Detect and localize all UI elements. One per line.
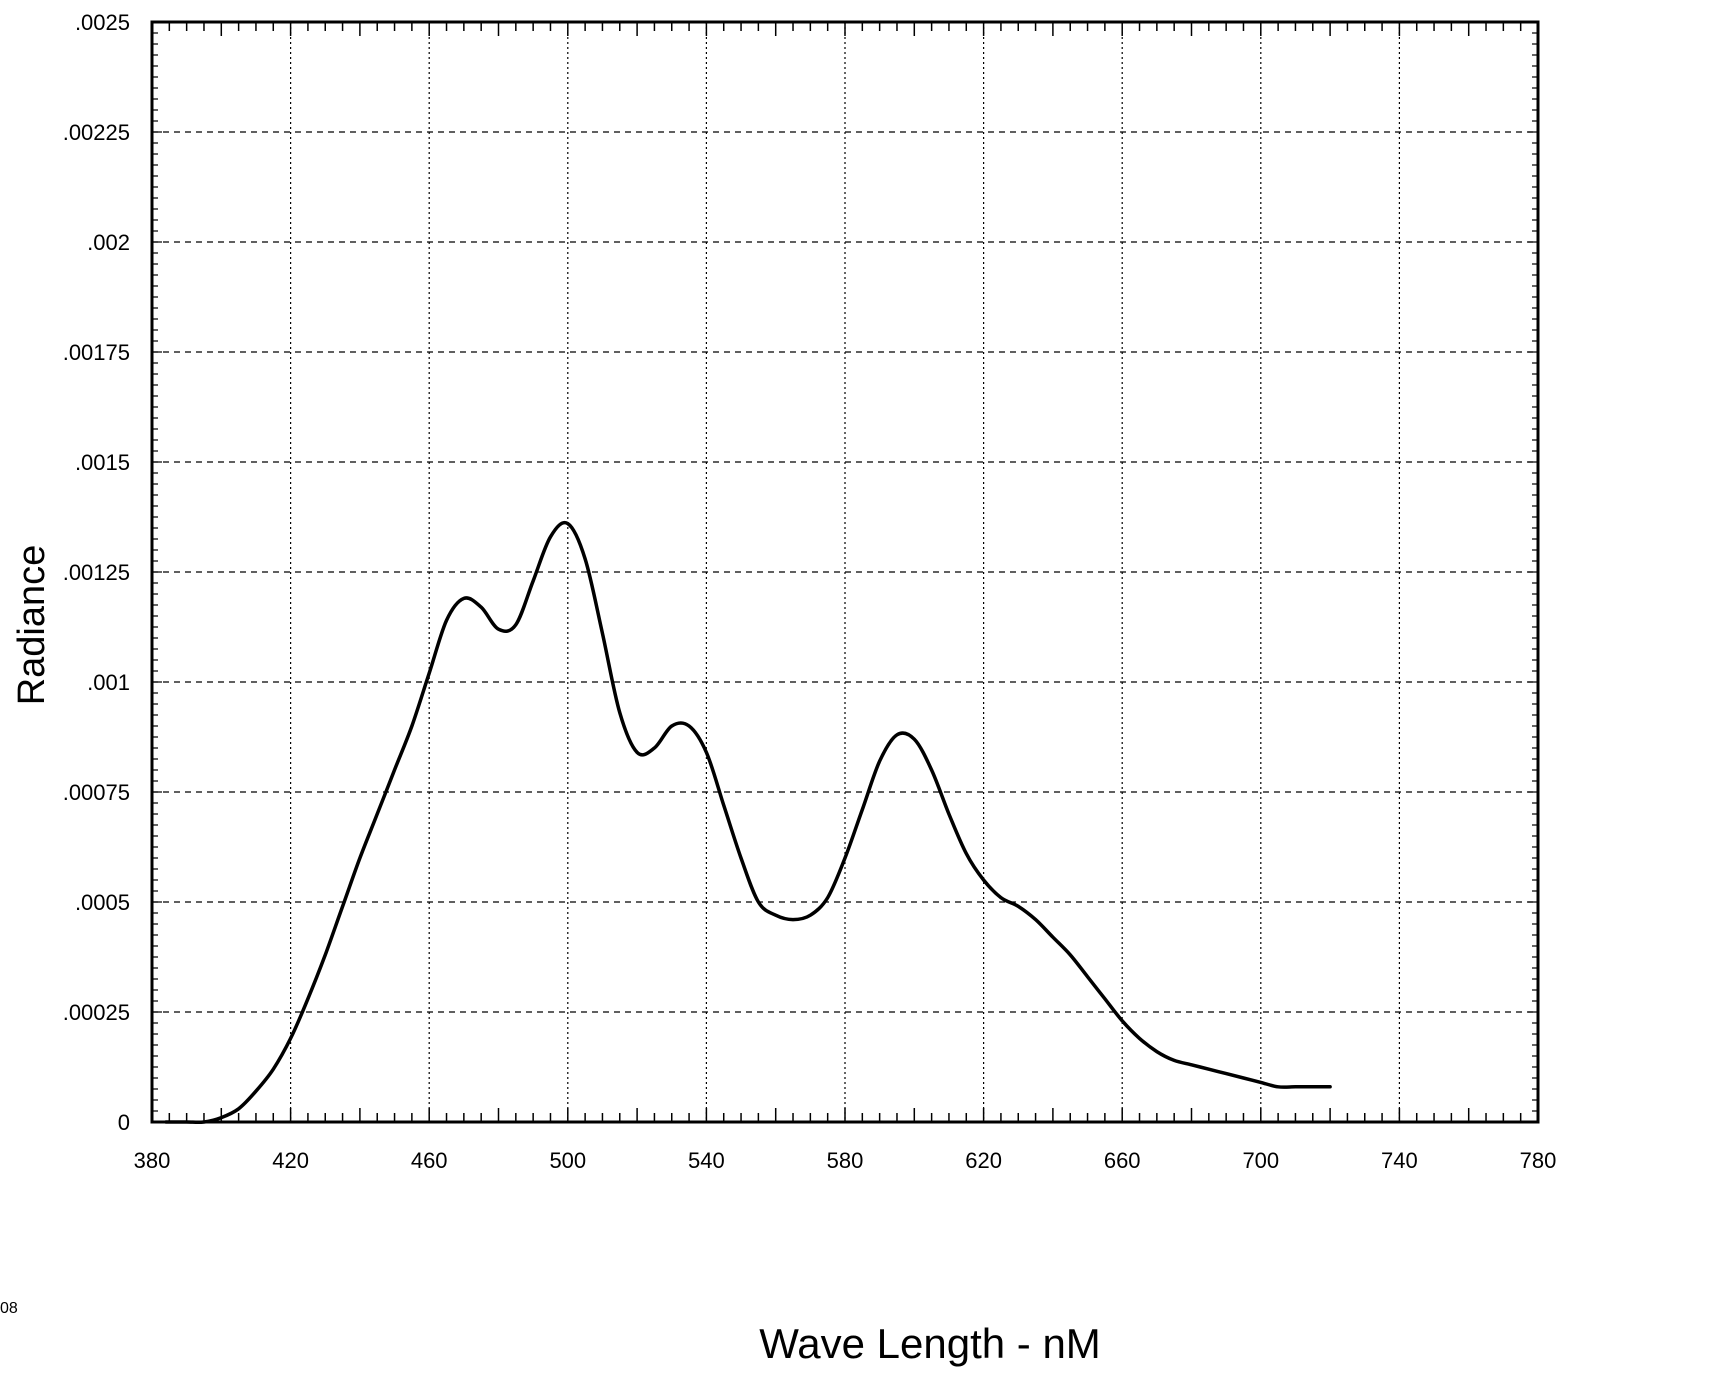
x-tick-label: 780	[1520, 1148, 1557, 1173]
x-tick-label: 700	[1242, 1148, 1279, 1173]
y-tick-label: 0	[118, 1110, 130, 1135]
y-tick-label: .00175	[63, 340, 130, 365]
y-tick-label: .002	[87, 230, 130, 255]
y-tick-label: .00075	[63, 780, 130, 805]
x-tick-label: 660	[1104, 1148, 1141, 1173]
y-tick-label: .001	[87, 670, 130, 695]
x-tick-label: 580	[827, 1148, 864, 1173]
y-tick-label: .0025	[75, 10, 130, 35]
x-tick-label: 540	[688, 1148, 725, 1173]
x-tick-label: 420	[272, 1148, 309, 1173]
x-tick-label: 740	[1381, 1148, 1418, 1173]
x-tick-label: 500	[549, 1148, 586, 1173]
x-tick-label: 380	[134, 1148, 171, 1173]
x-tick-labels: 380 420 460 500 540 580 620 660 700 740 780	[134, 1148, 1557, 1173]
y-tick-label: .00025	[63, 1000, 130, 1025]
grid-lines	[152, 22, 1538, 1122]
plot-frame	[150, 20, 1540, 1124]
y-tick-label: .00225	[63, 120, 130, 145]
y-tick-labels: 0 .00025 .0005 .00075 .001 .00125 .0015 .00175.…	[63, 10, 130, 1135]
x-axis-title: Wave Length - nM	[759, 1320, 1101, 1367]
x-tick-label: 460	[411, 1148, 448, 1173]
y-tick-label: .0005	[75, 890, 130, 915]
y-axis-title: Radiance	[11, 545, 53, 706]
y-tick-label: .00125	[63, 560, 130, 585]
radiance-series-line	[164, 520, 1332, 1125]
x-tick-label: 620	[965, 1148, 1002, 1173]
y-tick-label: .0015	[75, 450, 130, 475]
page-edge-mark: 08	[0, 1300, 18, 1317]
